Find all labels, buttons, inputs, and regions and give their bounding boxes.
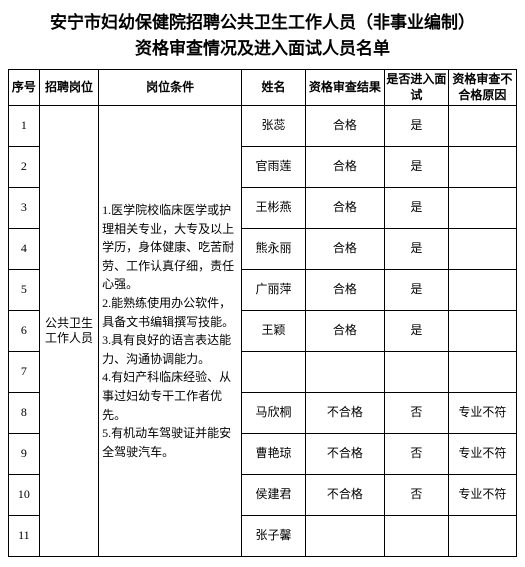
cell-seq: 4 [9, 229, 40, 270]
cell-fail-reason [448, 516, 516, 557]
cell-result [305, 516, 384, 557]
cell-result: 合格 [305, 270, 384, 311]
cell-name: 曹艳琼 [242, 434, 306, 475]
cell-requirements: 1.医学院校临床医学或护理相关专业，大专及以上学历，身体健康、吃苦耐劳、工作认真… [99, 106, 242, 557]
cell-interview: 是 [385, 106, 449, 147]
cell-result: 合格 [305, 188, 384, 229]
cell-name: 熊永丽 [242, 229, 306, 270]
col-failreason: 资格审查不合格原因 [448, 70, 516, 106]
cell-seq: 9 [9, 434, 40, 475]
cell-interview: 是 [385, 147, 449, 188]
cell-result: 不合格 [305, 434, 384, 475]
col-seq: 序号 [9, 70, 40, 106]
page-title: 安宁市妇幼保健院招聘公共卫生工作人员（非事业编制） 资格审查情况及进入面试人员名… [8, 10, 517, 61]
cell-result [305, 352, 384, 393]
cell-interview: 否 [385, 393, 449, 434]
cell-seq: 11 [9, 516, 40, 557]
title-line-2: 资格审查情况及进入面试人员名单 [135, 39, 390, 58]
cell-interview: 否 [385, 475, 449, 516]
cell-interview: 否 [385, 434, 449, 475]
cell-result: 合格 [305, 229, 384, 270]
cell-seq: 3 [9, 188, 40, 229]
cell-fail-reason [448, 229, 516, 270]
cell-fail-reason [448, 188, 516, 229]
col-req: 岗位条件 [99, 70, 242, 106]
cell-fail-reason [448, 311, 516, 352]
cell-seq: 6 [9, 311, 40, 352]
cell-interview [385, 516, 449, 557]
cell-fail-reason [448, 352, 516, 393]
cell-interview [385, 352, 449, 393]
cell-fail-reason: 专业不符 [448, 434, 516, 475]
cell-position: 公共卫生工作人员 [39, 106, 98, 557]
cell-seq: 7 [9, 352, 40, 393]
cell-name [242, 352, 306, 393]
title-line-1: 安宁市妇幼保健院招聘公共卫生工作人员（非事业编制） [50, 13, 475, 32]
col-interview: 是否进入面试 [385, 70, 449, 106]
cell-result: 不合格 [305, 393, 384, 434]
cell-seq: 8 [9, 393, 40, 434]
cell-name: 侯建君 [242, 475, 306, 516]
cell-seq: 5 [9, 270, 40, 311]
cell-seq: 10 [9, 475, 40, 516]
col-position: 招聘岗位 [39, 70, 98, 106]
applicant-table: 序号 招聘岗位 岗位条件 姓名 资格审查结果 是否进入面试 资格审查不合格原因 … [8, 69, 517, 557]
cell-interview: 是 [385, 229, 449, 270]
cell-result: 合格 [305, 106, 384, 147]
cell-name: 广丽萍 [242, 270, 306, 311]
cell-seq: 1 [9, 106, 40, 147]
cell-name: 张子馨 [242, 516, 306, 557]
cell-name: 王彬燕 [242, 188, 306, 229]
cell-interview: 是 [385, 188, 449, 229]
cell-name: 马欣桐 [242, 393, 306, 434]
cell-interview: 是 [385, 311, 449, 352]
table-header-row: 序号 招聘岗位 岗位条件 姓名 资格审查结果 是否进入面试 资格审查不合格原因 [9, 70, 517, 106]
cell-fail-reason [448, 106, 516, 147]
col-name: 姓名 [242, 70, 306, 106]
cell-name: 王颖 [242, 311, 306, 352]
cell-seq: 2 [9, 147, 40, 188]
cell-interview: 是 [385, 270, 449, 311]
cell-fail-reason: 专业不符 [448, 393, 516, 434]
table-row: 1公共卫生工作人员1.医学院校临床医学或护理相关专业，大专及以上学历，身体健康、… [9, 106, 517, 147]
cell-name: 官雨莲 [242, 147, 306, 188]
col-result: 资格审查结果 [305, 70, 384, 106]
cell-fail-reason [448, 147, 516, 188]
cell-result: 合格 [305, 147, 384, 188]
cell-result: 合格 [305, 311, 384, 352]
cell-result: 不合格 [305, 475, 384, 516]
cell-fail-reason: 专业不符 [448, 475, 516, 516]
cell-name: 张蕊 [242, 106, 306, 147]
cell-fail-reason [448, 270, 516, 311]
